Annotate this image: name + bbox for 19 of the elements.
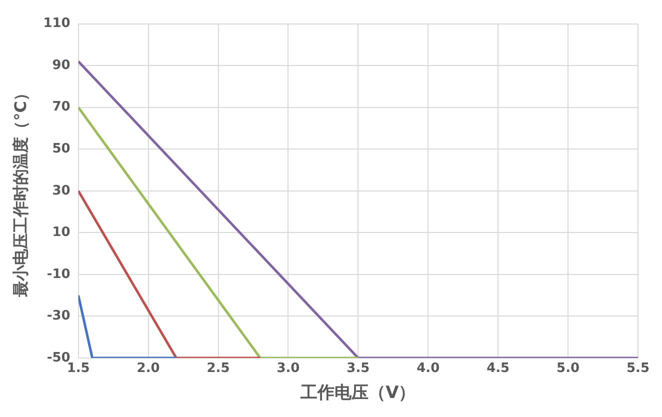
- x-tick-label: 1.5: [66, 361, 90, 376]
- y-tick-label: 10: [52, 225, 70, 240]
- y-tick-label: -30: [46, 308, 70, 324]
- x-tick-label: 3.5: [346, 361, 370, 376]
- y-tick-label: 70: [52, 100, 70, 115]
- y-axis-title: 最小电压工作时的温度（°C）: [10, 85, 30, 298]
- x-tick-label: 5.0: [556, 361, 580, 376]
- y-tick-label: 90: [52, 58, 70, 73]
- x-axis-title: 工作电压（V）: [300, 383, 416, 404]
- x-tick-label: 4.5: [486, 361, 510, 376]
- x-tick-label: 2.0: [136, 361, 160, 376]
- x-tick-label: 5.5: [626, 361, 650, 376]
- y-tick-label: 110: [43, 16, 70, 32]
- y-tick-label: -10: [46, 266, 70, 282]
- x-tick-label: 4.0: [416, 361, 440, 376]
- y-tick-label: 50: [52, 142, 70, 156]
- x-tick-label: 2.5: [206, 361, 230, 376]
- y-tick-label: 30: [52, 183, 70, 198]
- x-tick-label: 3.0: [276, 361, 300, 376]
